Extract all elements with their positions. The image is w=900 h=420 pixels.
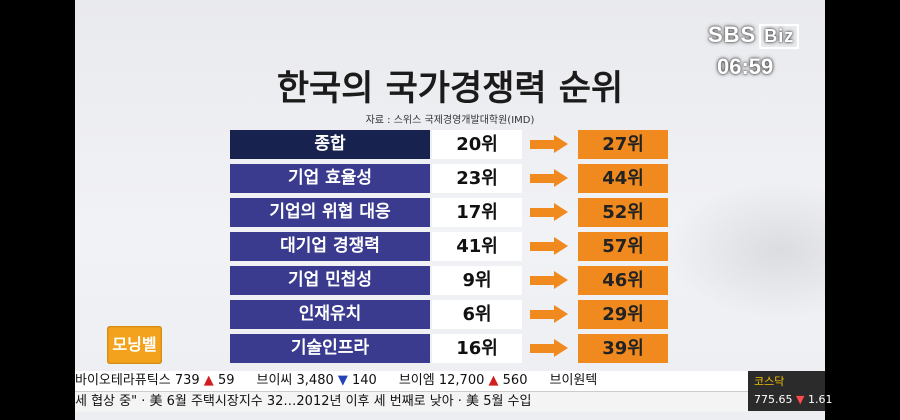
market-index-panel: 코스닥 775.65 ▼ 1.61: [748, 371, 832, 411]
rank-after: 52위: [578, 198, 668, 227]
stock-change: 59: [217, 373, 235, 388]
stock-item: 브이엠 12,700 ▲ 560: [399, 371, 528, 391]
stock-price: 739: [174, 373, 200, 388]
broadcast-clock: 06:59: [717, 54, 774, 79]
rank-before: 41위: [432, 232, 522, 261]
rank-before: 20위: [432, 130, 522, 159]
arrow-right-icon: [530, 305, 570, 323]
rank-after: 29위: [578, 300, 668, 329]
logo-text: SBS: [708, 22, 757, 47]
channel-logo: SBS Biz: [708, 22, 800, 49]
stock-price: 3,480: [296, 373, 334, 388]
arrow-right-icon: [530, 271, 570, 289]
rank-after: 39위: [578, 334, 668, 363]
stock-price: 12,700: [438, 373, 485, 388]
stock-change: 140: [352, 373, 377, 388]
rank-after: 46위: [578, 266, 668, 295]
logo-box: Biz: [759, 24, 800, 49]
row-label: 기업의 위협 대응: [230, 198, 430, 227]
ranking-row: 기업의 위협 대응 17위 52위: [230, 198, 670, 227]
rank-after: 27위: [578, 130, 668, 159]
background-graphic: [665, 180, 825, 320]
rank-before: 16위: [432, 334, 522, 363]
rank-before: 6위: [432, 300, 522, 329]
rank-before: 9위: [432, 266, 522, 295]
rank-before: 23위: [432, 164, 522, 193]
stock-item: 바이오테라퓨틱스 739 ▲ 59: [75, 371, 234, 391]
arrow-right-icon: [530, 135, 570, 153]
row-label: 종합: [230, 130, 430, 159]
stock-item: 브이씨 3,480 ▼ 140: [256, 371, 376, 391]
slide-source: 자료 : 스위스 국제경영개발대학원(IMD): [365, 115, 535, 126]
rank-after: 57위: [578, 232, 668, 261]
market-direction: ▼: [796, 393, 805, 406]
slide-title: 한국의 국가경쟁력 순위: [276, 69, 624, 109]
news-ticker: 세 협상 중" · 美 6월 주택시장지수 32…2012년 이후 세 번째로 …: [75, 391, 748, 412]
program-badge: 모닝벨: [107, 326, 162, 364]
market-values: 775.65 ▼ 1.61: [748, 391, 832, 408]
arrow-right-icon: [530, 237, 570, 255]
market-change: 1.61: [807, 393, 833, 406]
stock-change: 560: [502, 373, 528, 388]
stock-name: 바이오테라퓨틱스: [75, 373, 171, 388]
arrow-right-icon: [530, 339, 570, 357]
ranking-row: 기업 민첩성 9위 46위: [230, 266, 670, 295]
stock-name: 브이씨: [256, 373, 293, 388]
row-label: 인재유치: [230, 300, 430, 329]
rank-after: 44위: [578, 164, 668, 193]
down-arrow-icon: ▼: [337, 373, 348, 388]
row-label: 기업 효율성: [230, 164, 430, 193]
row-label: 기술인프라: [230, 334, 430, 363]
ranking-row: 대기업 경쟁력 41위 57위: [230, 232, 670, 261]
rank-before: 17위: [432, 198, 522, 227]
stock-name: 브이엠: [398, 373, 435, 388]
ranking-row: 인재유치 6위 29위: [230, 300, 670, 329]
row-label: 대기업 경쟁력: [230, 232, 430, 261]
stock-name: 브이원텍: [549, 373, 598, 388]
market-name: 코스닥: [754, 375, 785, 388]
up-arrow-icon: ▲: [203, 373, 214, 388]
stock-ticker: 바이오테라퓨틱스 739 ▲ 59 브이씨 3,480 ▼ 140 브이엠 12,7…: [75, 371, 748, 391]
arrow-right-icon: [530, 169, 570, 187]
ranking-row: 종합 20위 27위: [230, 130, 670, 159]
ranking-row: 기술인프라 16위 39위: [230, 334, 670, 363]
arrow-right-icon: [530, 203, 570, 221]
row-label: 기업 민첩성: [230, 266, 430, 295]
up-arrow-icon: ▲: [488, 373, 499, 388]
stock-item: 브이원텍: [549, 371, 597, 391]
ranking-row: 기업 효율성 23위 44위: [230, 164, 670, 193]
market-value: 775.65: [754, 393, 793, 406]
